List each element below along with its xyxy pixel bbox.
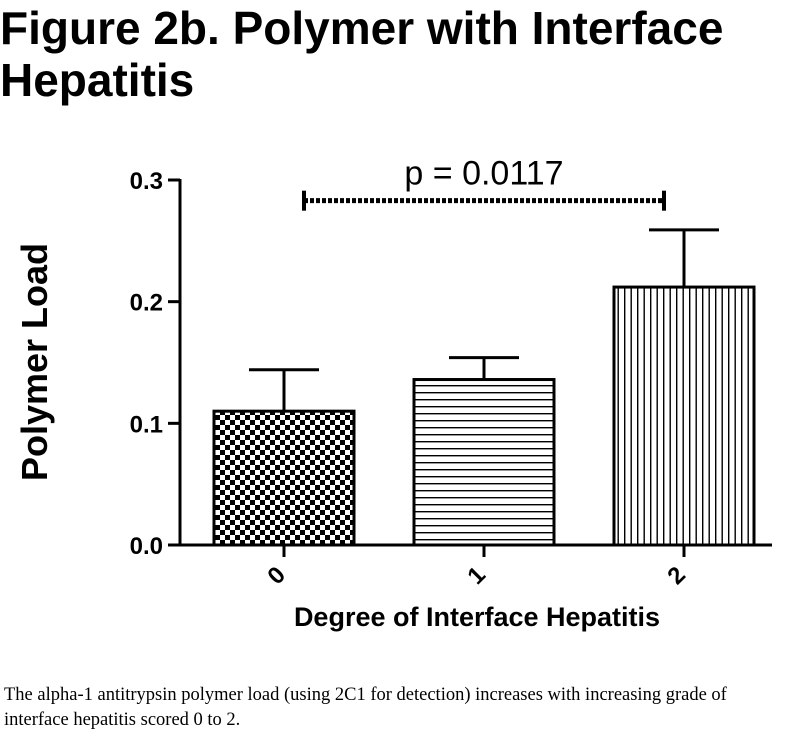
bar-1 [412, 378, 556, 547]
y-tick-label-0: 0.0 [130, 533, 163, 560]
figure-title: Figure 2b. Polymer with Interface Hepati… [0, 2, 724, 106]
x-tick-label-1: 1 [462, 561, 491, 590]
y-axis-label: Polymer Load [14, 243, 55, 481]
y-tick-label-1: 0.1 [130, 411, 163, 438]
y-tick-label-2: 0.2 [130, 290, 163, 317]
x-tick-label-0: 0 [262, 561, 291, 590]
p-value-label: p = 0.0117 [404, 155, 563, 193]
figure-caption: The alpha-1 antitrypsin polymer load (us… [4, 685, 727, 730]
x-axis-label: Degree of Interface Hepatitis [294, 602, 660, 632]
bar-2 [612, 285, 756, 547]
bar-0 [212, 409, 356, 547]
bar-chart: 0.00.10.20.30 1 2 p = 0.0117 Polymer Load … [14, 155, 772, 632]
x-tick-label-2: 2 [662, 561, 691, 590]
y-tick-label-3: 0.3 [130, 168, 163, 195]
